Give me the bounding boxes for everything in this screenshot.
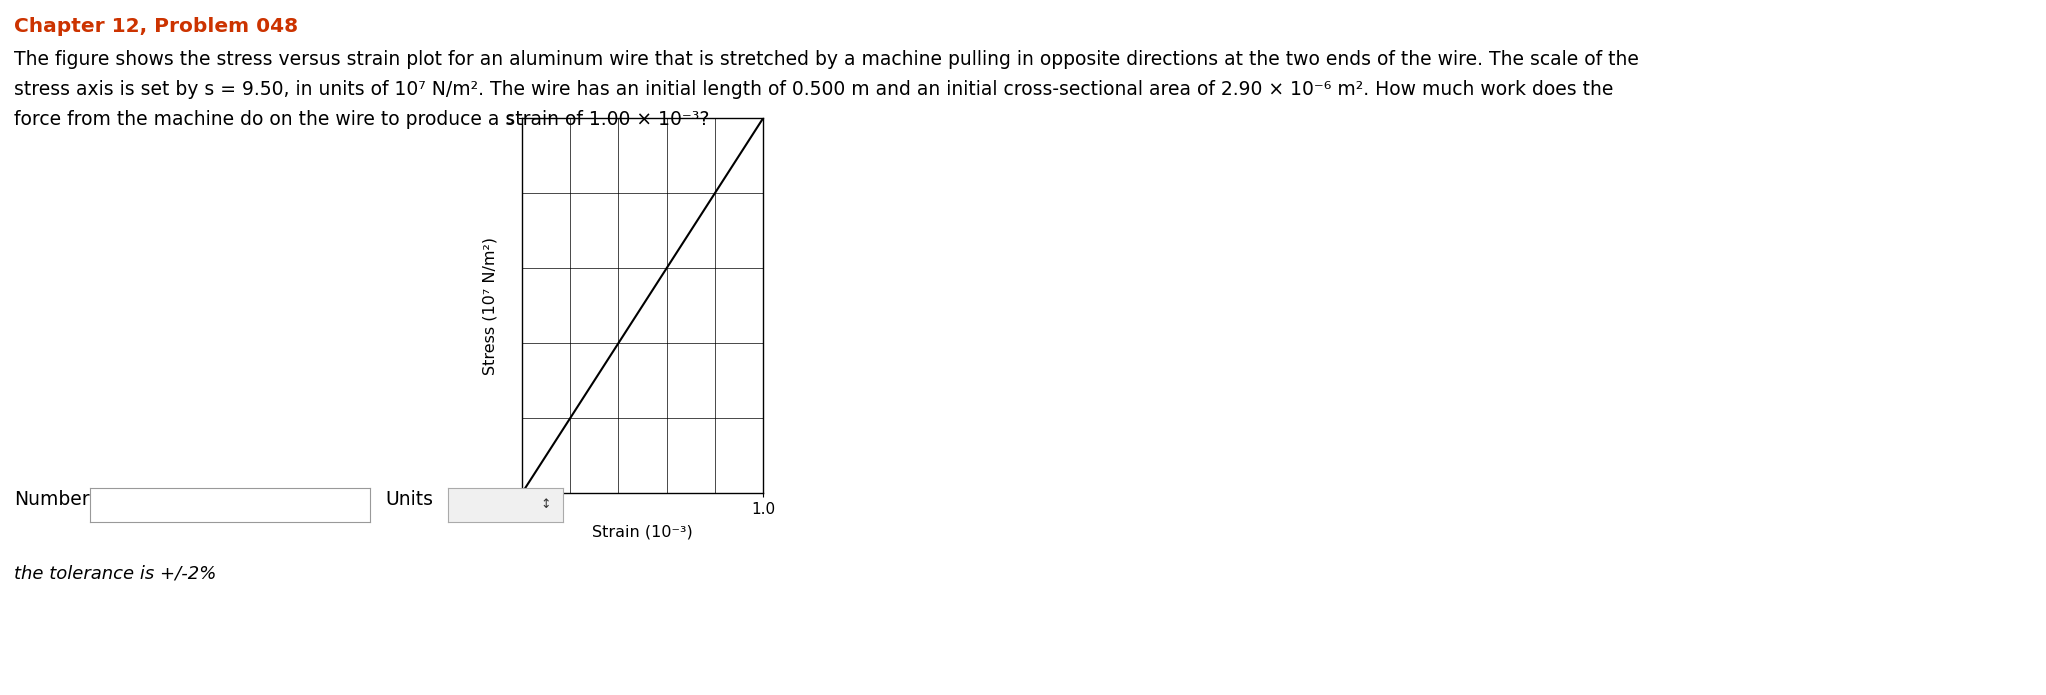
Text: The figure shows the stress versus strain plot for an aluminum wire that is stre: The figure shows the stress versus strai… bbox=[14, 50, 1639, 69]
Text: stress axis is set by s = 9.50, in units of 10⁷ N/m². The wire has an initial le: stress axis is set by s = 9.50, in units… bbox=[14, 80, 1614, 99]
Text: Chapter 12, Problem 048: Chapter 12, Problem 048 bbox=[14, 17, 299, 36]
Text: Units: Units bbox=[385, 490, 434, 509]
Text: Number: Number bbox=[14, 490, 90, 509]
Text: the tolerance is +/-2%: the tolerance is +/-2% bbox=[14, 565, 217, 583]
X-axis label: Strain (10⁻³): Strain (10⁻³) bbox=[591, 525, 694, 539]
Y-axis label: Stress (10⁷ N/m²): Stress (10⁷ N/m²) bbox=[483, 237, 497, 375]
Text: force from the machine do on the wire to produce a strain of 1.00 × 10⁻³?: force from the machine do on the wire to… bbox=[14, 110, 710, 129]
Text: ↕: ↕ bbox=[540, 498, 550, 512]
